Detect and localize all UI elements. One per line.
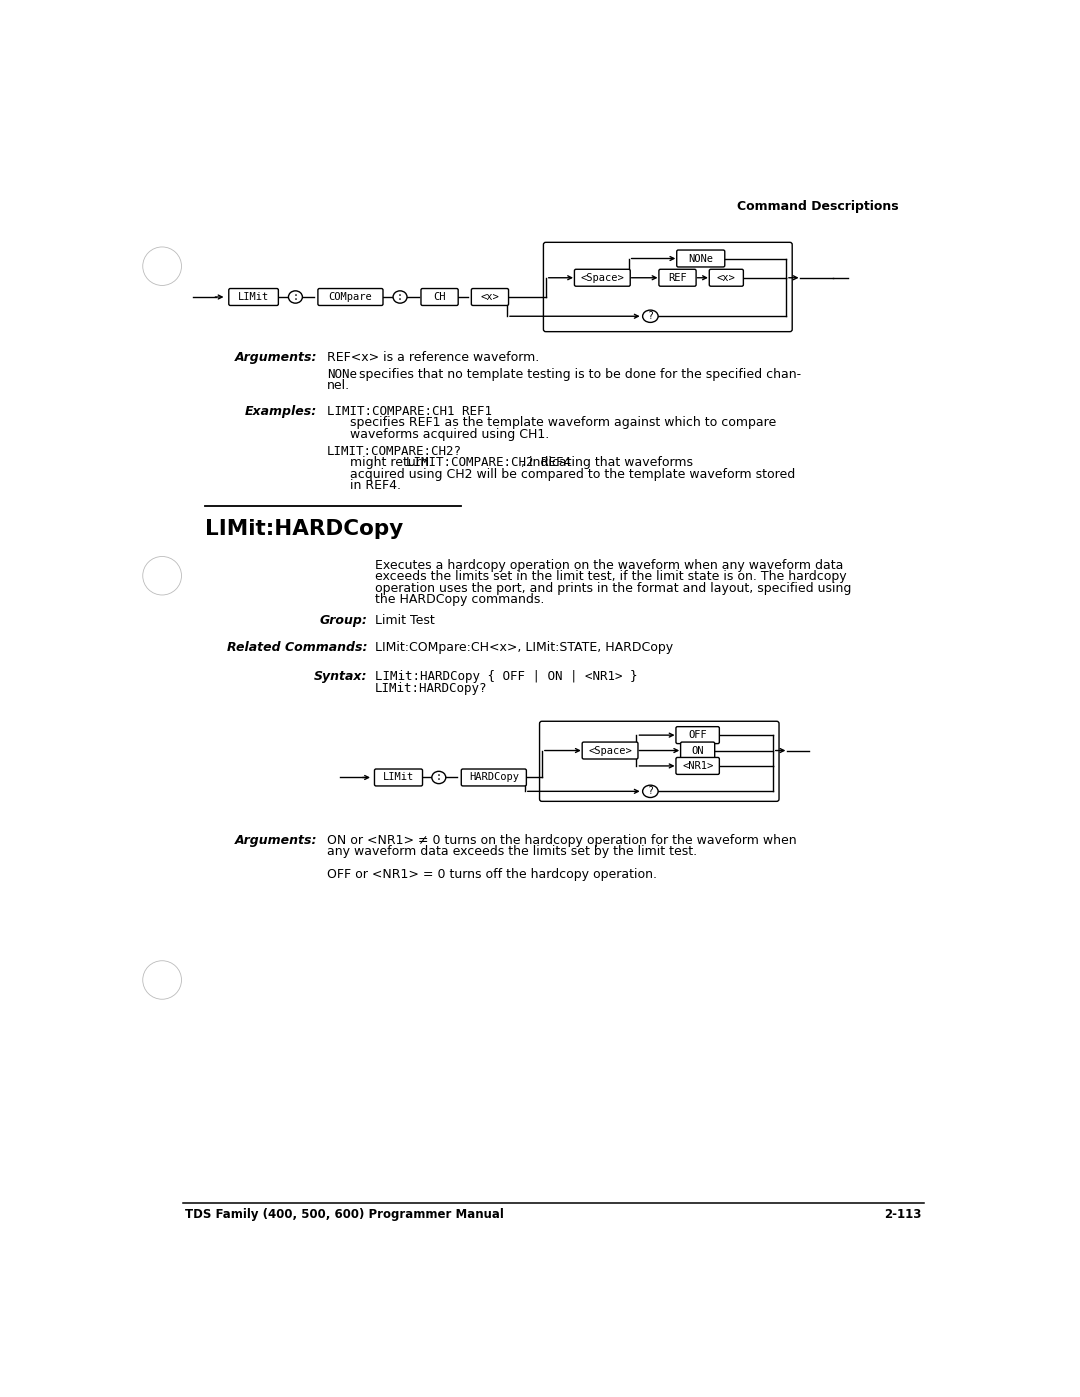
Text: the HARDCopy commands.: the HARDCopy commands.: [375, 594, 544, 606]
Text: might return: might return: [350, 457, 433, 469]
FancyBboxPatch shape: [680, 742, 715, 759]
Text: Limit Test: Limit Test: [375, 615, 435, 627]
Ellipse shape: [643, 310, 658, 323]
Text: NONe: NONe: [327, 367, 357, 381]
Ellipse shape: [432, 771, 446, 784]
Text: Syntax:: Syntax:: [314, 669, 367, 683]
Text: , indicating that waveforms: , indicating that waveforms: [521, 457, 693, 469]
Ellipse shape: [643, 785, 658, 798]
Text: Executes a hardcopy operation on the waveform when any waveform data: Executes a hardcopy operation on the wav…: [375, 559, 843, 571]
Text: specifies REF1 as the template waveform against which to compare: specifies REF1 as the template waveform …: [350, 416, 777, 429]
FancyBboxPatch shape: [471, 289, 509, 306]
Text: 2-113: 2-113: [885, 1208, 921, 1221]
Text: LIMit:HARDCopy: LIMit:HARDCopy: [205, 518, 403, 539]
FancyBboxPatch shape: [676, 726, 719, 743]
Text: any waveform data exceeds the limits set by the limit test.: any waveform data exceeds the limits set…: [327, 845, 698, 858]
FancyBboxPatch shape: [575, 270, 631, 286]
Text: LIMit: LIMit: [238, 292, 269, 302]
FancyBboxPatch shape: [677, 250, 725, 267]
Text: exceeds the limits set in the limit test, if the limit state is on. The hardcopy: exceeds the limits set in the limit test…: [375, 570, 847, 584]
Text: Group:: Group:: [320, 615, 367, 627]
Text: LIMit: LIMit: [383, 773, 414, 782]
FancyBboxPatch shape: [676, 757, 719, 774]
Text: LIMit:HARDCopy { OFF | ON | <NR1> }: LIMit:HARDCopy { OFF | ON | <NR1> }: [375, 669, 638, 683]
Text: Examples:: Examples:: [245, 405, 318, 418]
Ellipse shape: [288, 291, 302, 303]
FancyBboxPatch shape: [659, 270, 697, 286]
Text: CH: CH: [433, 292, 446, 302]
FancyBboxPatch shape: [229, 289, 279, 306]
Text: OFF: OFF: [688, 731, 707, 740]
Text: <x>: <x>: [481, 292, 499, 302]
Text: ON: ON: [691, 746, 704, 756]
FancyBboxPatch shape: [582, 742, 638, 759]
Text: LIMIT:COMPARE:CH1 REF1: LIMIT:COMPARE:CH1 REF1: [327, 405, 492, 418]
Text: waveforms acquired using CH1.: waveforms acquired using CH1.: [350, 427, 550, 441]
FancyBboxPatch shape: [710, 270, 743, 286]
Text: Arguments:: Arguments:: [234, 351, 318, 363]
Text: operation uses the port, and prints in the format and layout, specified using: operation uses the port, and prints in t…: [375, 583, 852, 595]
Text: REF: REF: [669, 272, 687, 282]
FancyBboxPatch shape: [461, 768, 526, 787]
Text: <Space>: <Space>: [580, 272, 624, 282]
Text: in REF4.: in REF4.: [350, 479, 402, 493]
Text: Arguments:: Arguments:: [234, 834, 318, 847]
Text: :: :: [436, 773, 442, 782]
Text: :: :: [397, 292, 403, 302]
Text: ON or <NR1> ≠ 0 turns on the hardcopy operation for the waveform when: ON or <NR1> ≠ 0 turns on the hardcopy op…: [327, 834, 797, 847]
Text: ?: ?: [647, 787, 653, 796]
Text: Related Commands:: Related Commands:: [227, 641, 367, 654]
Text: <Space>: <Space>: [589, 746, 632, 756]
Text: LIMit:COMpare:CH<x>, LIMit:STATE, HARDCopy: LIMit:COMpare:CH<x>, LIMit:STATE, HARDCo…: [375, 641, 673, 654]
Text: LIMit:HARDCopy?: LIMit:HARDCopy?: [375, 682, 488, 694]
Text: ?: ?: [647, 312, 653, 321]
Text: nel.: nel.: [327, 380, 350, 393]
FancyBboxPatch shape: [318, 289, 383, 306]
Text: <NR1>: <NR1>: [683, 761, 713, 771]
FancyBboxPatch shape: [375, 768, 422, 787]
Text: acquired using CH2 will be compared to the template waveform stored: acquired using CH2 will be compared to t…: [350, 468, 796, 481]
Text: TDS Family (400, 500, 600) Programmer Manual: TDS Family (400, 500, 600) Programmer Ma…: [186, 1208, 504, 1221]
Text: LIMIT:COMPARE:CH2 REF4: LIMIT:COMPARE:CH2 REF4: [406, 457, 571, 469]
Text: specifies that no template testing is to be done for the specified chan-: specifies that no template testing is to…: [355, 367, 801, 381]
Text: :: :: [293, 292, 298, 302]
Text: COMpare: COMpare: [328, 292, 373, 302]
Text: NONe: NONe: [688, 253, 713, 264]
FancyBboxPatch shape: [421, 289, 458, 306]
Text: HARDCopy: HARDCopy: [469, 773, 518, 782]
Text: OFF or <NR1> = 0 turns off the hardcopy operation.: OFF or <NR1> = 0 turns off the hardcopy …: [327, 869, 658, 882]
Text: <x>: <x>: [717, 272, 735, 282]
Text: LIMIT:COMPARE:CH2?: LIMIT:COMPARE:CH2?: [327, 444, 462, 458]
Text: Command Descriptions: Command Descriptions: [737, 200, 899, 212]
Text: REF<x> is a reference waveform.: REF<x> is a reference waveform.: [327, 351, 539, 363]
Ellipse shape: [393, 291, 407, 303]
